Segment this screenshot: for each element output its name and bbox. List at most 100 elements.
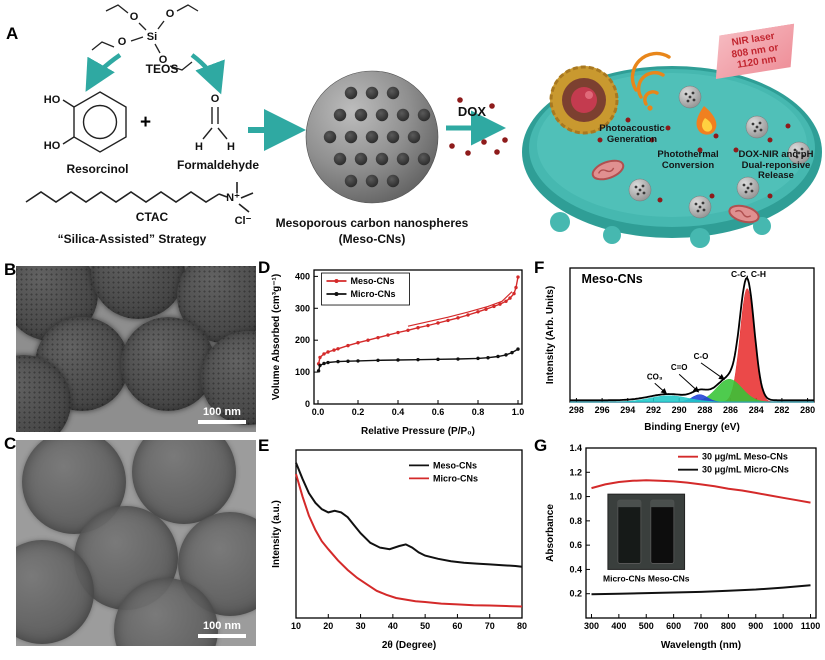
svg-text:1.0: 1.0 xyxy=(569,492,582,502)
svg-text:0.6: 0.6 xyxy=(569,540,582,550)
scalebar: 100 nm xyxy=(198,406,246,424)
panel-a-scheme: Si O O O O HO HO O H H N⁺ Cl⁻ xyxy=(25,4,822,248)
o-atom: O xyxy=(159,54,168,66)
panel-f-label: F xyxy=(534,258,545,277)
svg-text:C-C, C-H: C-C, C-H xyxy=(731,269,766,279)
svg-text:1.0: 1.0 xyxy=(512,407,525,417)
scalebar-bar xyxy=(198,420,246,424)
plus-sign: + xyxy=(140,112,152,133)
svg-text:1.4: 1.4 xyxy=(569,443,582,453)
svg-text:1000: 1000 xyxy=(773,621,793,631)
panel-e-label: E xyxy=(258,436,270,455)
svg-text:60: 60 xyxy=(452,621,462,631)
nucleus-organelle xyxy=(549,65,619,135)
svg-text:Meso-CNs: Meso-CNs xyxy=(582,272,643,286)
svg-text:Relative Pressure (P/P₀): Relative Pressure (P/P₀) xyxy=(361,426,475,437)
svg-text:Meso-CNs: Meso-CNs xyxy=(433,460,477,470)
scalebar-text: 100 nm xyxy=(203,406,241,418)
scalebar: 100 nm xyxy=(198,620,246,638)
ho-group: HO xyxy=(44,94,61,106)
ho-group: HO xyxy=(44,140,61,152)
svg-text:Absorbance: Absorbance xyxy=(545,504,556,562)
panel-c-tem-image: 100 nm xyxy=(16,440,256,646)
svg-text:288: 288 xyxy=(697,405,712,415)
svg-text:800: 800 xyxy=(721,621,736,631)
svg-text:Volume Absorbed (cm³g⁻¹): Volume Absorbed (cm³g⁻¹) xyxy=(271,274,282,400)
formaldehyde-structure xyxy=(202,107,228,140)
svg-text:10: 10 xyxy=(291,621,301,631)
svg-text:0.2: 0.2 xyxy=(569,589,582,599)
svg-text:0.4: 0.4 xyxy=(392,407,405,417)
intracellular-nanospheres xyxy=(628,85,811,219)
svg-text:280: 280 xyxy=(800,405,815,415)
svg-text:296: 296 xyxy=(595,405,610,415)
panel-a-label: A xyxy=(6,24,19,43)
photoacoustic-label: Photoacoustic Generation xyxy=(599,123,665,145)
svg-text:30 μg/mL Meso-CNs: 30 μg/mL Meso-CNs xyxy=(702,452,788,462)
chart-f-xps: 298 296 294 292 290 288 286 284 282 280 Binding En… xyxy=(545,267,815,433)
scalebar-text: 100 nm xyxy=(203,620,241,632)
svg-text:500: 500 xyxy=(639,621,654,631)
svg-text:298: 298 xyxy=(569,405,584,415)
tem-sphere xyxy=(132,440,236,524)
sphere-caption-1: Mesoporous carbon nanospheres xyxy=(275,216,469,230)
svg-text:Micro-CNs: Micro-CNs xyxy=(350,289,395,299)
photothermal-label: Photothermal Conversion xyxy=(657,149,719,171)
svg-text:50: 50 xyxy=(420,621,430,631)
ctac-structure xyxy=(25,182,254,213)
teos-structure xyxy=(91,4,199,71)
dox-molecule-dots xyxy=(449,97,508,156)
panel-g-label: G xyxy=(534,436,548,455)
svg-text:80: 80 xyxy=(517,621,527,631)
svg-text:Wavelength (nm): Wavelength (nm) xyxy=(661,640,741,651)
svg-text:282: 282 xyxy=(774,405,789,415)
h-atom: H xyxy=(227,141,235,153)
resorcinol-label: Resorcinol xyxy=(66,162,129,176)
svg-text:900: 900 xyxy=(748,621,763,631)
flame-icon xyxy=(696,106,717,135)
mitochondria-icon xyxy=(591,159,625,181)
svg-text:292: 292 xyxy=(646,405,661,415)
svg-text:300: 300 xyxy=(584,621,599,631)
svg-text:0.4: 0.4 xyxy=(569,564,582,574)
svg-text:C-O: C-O xyxy=(694,352,709,361)
release-label: DOX-NIR and pH Dual-reponsive Release xyxy=(738,149,814,182)
teal-curve-right xyxy=(190,53,225,95)
svg-text:300: 300 xyxy=(295,303,310,313)
svg-text:Micro-CNs Meso-CNs: Micro-CNs Meso-CNs xyxy=(603,574,690,584)
svg-text:Micro-CNs: Micro-CNs xyxy=(433,473,478,483)
formaldehyde-label: Formaldehyde xyxy=(176,158,260,172)
o-atom: O xyxy=(118,36,127,48)
resorcinol-structure xyxy=(62,91,127,153)
svg-text:600: 600 xyxy=(666,621,681,631)
svg-text:30: 30 xyxy=(356,621,366,631)
svg-text:0.8: 0.8 xyxy=(569,516,582,526)
svg-text:Binding Energy (eV): Binding Energy (eV) xyxy=(644,422,740,433)
svg-text:0.8: 0.8 xyxy=(472,407,485,417)
svg-text:100: 100 xyxy=(295,367,310,377)
meso-carbon-nanosphere xyxy=(305,70,439,204)
teos-label: TEOS xyxy=(145,62,179,76)
tem-sphere xyxy=(121,317,215,411)
o-atom: O xyxy=(166,8,175,20)
cell-illustration xyxy=(522,51,822,248)
svg-text:C=O: C=O xyxy=(671,363,688,372)
chart-g-absorbance: 300 400 500 600 700 800 900 1000 1100 0.2 0.4 0.6 0.… xyxy=(545,443,820,651)
scalebar-bar xyxy=(198,634,246,638)
tem-sphere xyxy=(91,266,185,319)
svg-text:286: 286 xyxy=(723,405,738,415)
h-atom: H xyxy=(195,141,203,153)
svg-text:Meso-CNs: Meso-CNs xyxy=(350,276,394,286)
svg-text:700: 700 xyxy=(693,621,708,631)
svg-text:70: 70 xyxy=(485,621,495,631)
svg-text:0: 0 xyxy=(305,399,310,409)
o-atom: O xyxy=(211,93,220,105)
svg-text:400: 400 xyxy=(611,621,626,631)
n-plus-atom: N⁺ xyxy=(226,192,240,204)
svg-text:200: 200 xyxy=(295,335,310,345)
svg-text:294: 294 xyxy=(620,405,635,415)
svg-text:290: 290 xyxy=(672,405,687,415)
si-atom: Si xyxy=(147,31,157,43)
svg-text:20: 20 xyxy=(323,621,333,631)
